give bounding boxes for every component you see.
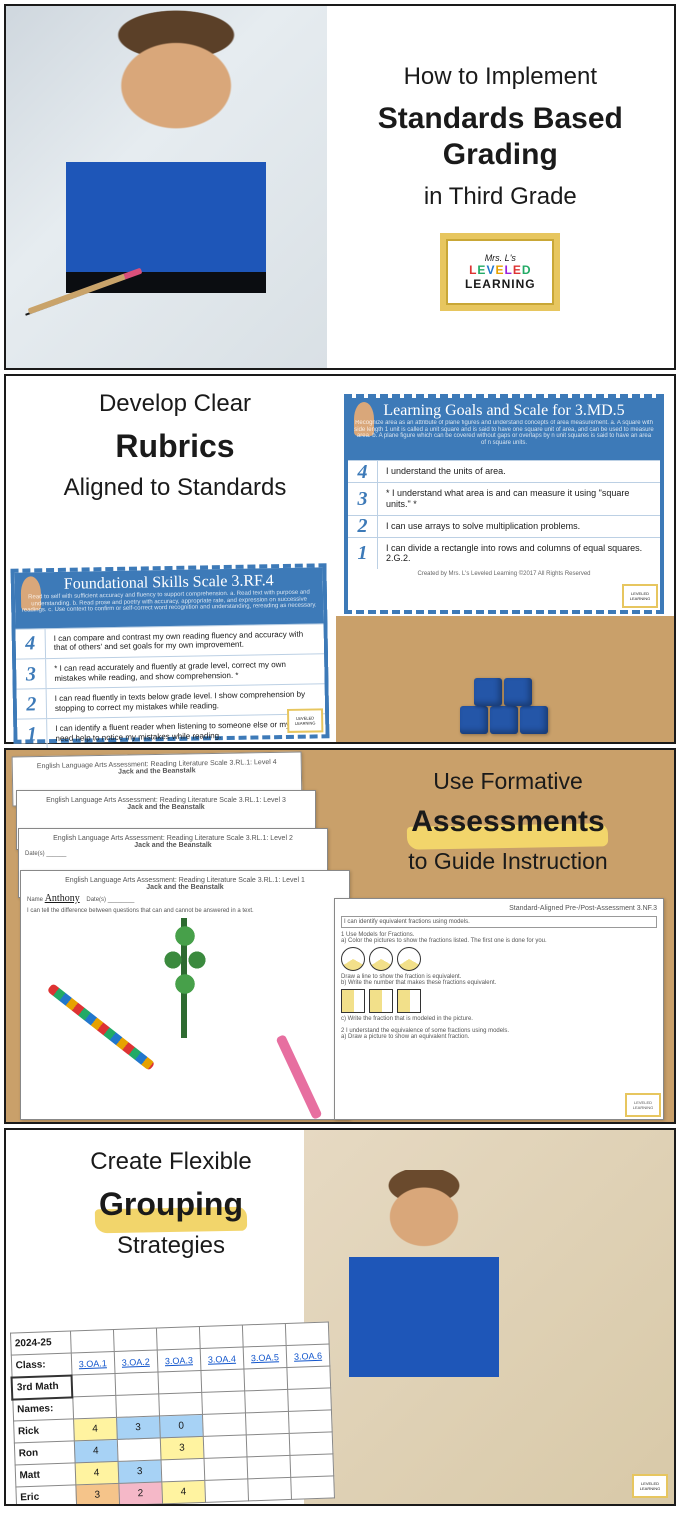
brand-logo: Mrs. L's LEVELED LEARNING bbox=[440, 233, 560, 311]
rubric-header-md5: Learning Goals and Scale for 3.MD.5 Reco… bbox=[348, 398, 660, 460]
rubrics-heading: Develop Clear Rubrics Aligned to Standar… bbox=[20, 386, 330, 506]
rubric-card-md5: Learning Goals and Scale for 3.MD.5 Reco… bbox=[344, 394, 664, 614]
title-block: How to Implement Standards Based Grading… bbox=[327, 6, 674, 368]
panel-assessments: Use Formative Assessments to Guide Instr… bbox=[4, 748, 676, 1124]
mini-logo: LEVELEDLEARNING bbox=[287, 708, 323, 733]
panel-title: How to Implement Standards Based Grading… bbox=[4, 4, 676, 370]
photo-students-group bbox=[304, 1130, 674, 1504]
illustration-girl bbox=[484, 1170, 664, 1430]
rubric-header-rf4: Foundational Skills Scale 3.RF.4 Read to… bbox=[15, 567, 324, 628]
title-line-3: in Third Grade bbox=[424, 183, 577, 211]
title-line-2: Standards Based Grading bbox=[378, 101, 623, 173]
illustration-boy bbox=[6, 6, 327, 368]
mini-logo: LEVELEDLEARNING bbox=[625, 1093, 661, 1117]
illustration-boy bbox=[344, 1170, 504, 1430]
rubric-card-rf4: Foundational Skills Scale 3.RF.4 Read to… bbox=[10, 563, 329, 743]
fraction-squares bbox=[341, 989, 657, 1013]
photo-student-writing bbox=[6, 6, 327, 368]
grouping-heading: Create Flexible Grouping Strategies bbox=[26, 1144, 316, 1264]
grouping-spreadsheet: 2024-25 Class: 3.OA.1 3.OA.2 3.OA.3 3.OA… bbox=[9, 1321, 335, 1506]
panel-rubrics: Develop Clear Rubrics Aligned to Standar… bbox=[4, 374, 676, 744]
mini-logo: LEVELEDLEARNING bbox=[632, 1474, 668, 1498]
assessments-heading: Use Formative Assessments to Guide Instr… bbox=[358, 764, 658, 878]
logo-leveled: LEVELED bbox=[469, 263, 531, 277]
blue-cubes bbox=[444, 674, 564, 734]
mini-logo: LEVELEDLEARNING bbox=[622, 584, 658, 608]
beanstalk-drawing bbox=[155, 918, 215, 1038]
panel-grouping: Create Flexible Grouping Strategies 2024… bbox=[4, 1128, 676, 1506]
fraction-circles bbox=[341, 947, 657, 971]
title-line-1: How to Implement bbox=[404, 63, 597, 91]
math-worksheet: Standard-Aligned Pre-/Post-Assessment 3.… bbox=[334, 898, 664, 1120]
